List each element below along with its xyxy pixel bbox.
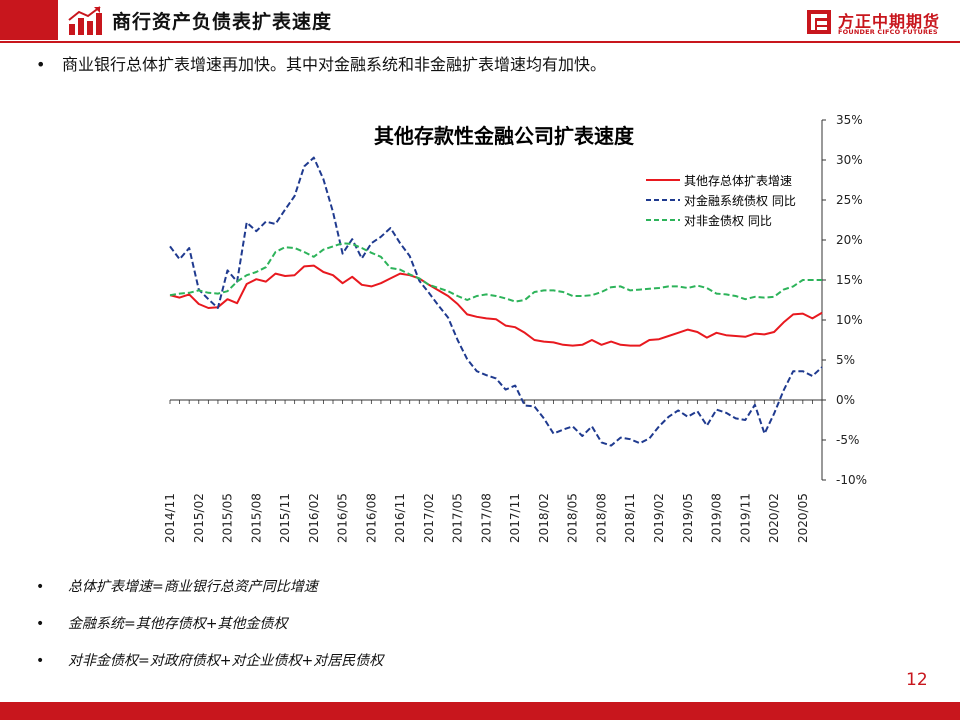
legend-label-1: 对金融系统债权 同比 xyxy=(684,193,796,208)
legend-label-2: 对非金债权 同比 xyxy=(684,213,772,228)
x-tick-label: 2015/08 xyxy=(249,493,263,543)
x-tick-label: 2019/05 xyxy=(681,493,695,543)
footer-bar xyxy=(0,702,960,720)
x-tick-label: 2017/08 xyxy=(479,493,493,543)
x-tick-label: 2017/11 xyxy=(508,493,522,543)
x-tick-label: 2016/02 xyxy=(307,493,321,543)
x-tick-label: 2016/05 xyxy=(336,493,350,543)
series-line-1 xyxy=(169,156,823,447)
bullet-main-text: 商业银行总体扩表增速再加快。其中对金融系统和非金融扩表增速均有加快。 xyxy=(62,55,607,74)
note-1: • 总体扩表增速=商业银行总资产同比增速 xyxy=(36,579,318,595)
legend-label-0: 其他存总体扩表增速 xyxy=(684,174,792,188)
page-title: 商行资产负债表扩表速度 xyxy=(112,11,333,33)
series-line-0 xyxy=(169,264,823,347)
x-tick-label: 2018/02 xyxy=(537,493,551,543)
y-tick-label: 20% xyxy=(836,233,863,247)
header-accent-bar xyxy=(0,0,58,40)
note-3: • 对非金债权=对政府债权+对企业债权+对居民债权 xyxy=(36,653,384,669)
logo-text-en: FOUNDER CIFCO FUTURES xyxy=(838,28,938,36)
x-tick-label: 2020/02 xyxy=(767,493,781,543)
logo-text-cn: 方正中期期货 xyxy=(838,12,941,31)
y-tick-label: 30% xyxy=(836,153,863,167)
y-tick-label: 15% xyxy=(836,273,863,287)
note-3-text: 对非金债权=对政府债权+对企业债权+对居民债权 xyxy=(68,653,384,669)
note-1-text: 总体扩表增速=商业银行总资产同比增速 xyxy=(68,579,318,595)
note-2: • 金融系统=其他存债权+其他金债权 xyxy=(36,616,288,632)
x-tick-label: 2015/05 xyxy=(221,493,235,543)
header-divider xyxy=(0,41,960,43)
y-tick-label: -10% xyxy=(836,473,867,487)
y-tick-label: 10% xyxy=(836,313,863,327)
company-logo: 方正中期期货 FOUNDER CIFCO FUTURES xyxy=(806,9,946,39)
page-number: 12 xyxy=(906,670,928,690)
y-tick-label: 35% xyxy=(836,113,863,127)
note-2-text: 金融系统=其他存债权+其他金债权 xyxy=(68,616,288,632)
logo-mark-icon xyxy=(807,10,831,34)
bullet-glyph: • xyxy=(36,55,46,74)
x-tick-label: 2018/08 xyxy=(594,493,608,543)
x-tick-label: 2019/08 xyxy=(710,493,724,543)
x-tick-label: 2014/11 xyxy=(163,493,177,543)
x-tick-label: 2017/05 xyxy=(451,493,465,543)
x-tick-label: 2015/11 xyxy=(278,493,292,543)
x-tick-label: 2016/11 xyxy=(393,493,407,543)
x-tick-label: 2018/11 xyxy=(623,493,637,543)
x-tick-label: 2020/05 xyxy=(796,493,810,543)
x-tick-label: 2016/08 xyxy=(364,493,378,543)
y-tick-label: -5% xyxy=(836,433,859,447)
x-tick-label: 2015/02 xyxy=(192,493,206,543)
y-tick-label: 25% xyxy=(836,193,863,207)
y-tick-label: 0% xyxy=(836,393,855,407)
x-tick-label: 2019/11 xyxy=(738,493,752,543)
bullet-main: • 商业银行总体扩表增速再加快。其中对金融系统和非金融扩表增速均有加快。 xyxy=(36,51,606,75)
x-tick-label: 2019/02 xyxy=(652,493,666,543)
bar-chart-arrow-icon xyxy=(68,6,102,35)
series-line-2 xyxy=(169,242,822,303)
chart-title: 其他存款性金融公司扩表速度 xyxy=(374,124,635,148)
x-tick-label: 2017/02 xyxy=(422,493,436,543)
y-tick-label: 5% xyxy=(836,353,855,367)
x-tick-label: 2018/05 xyxy=(566,493,580,543)
